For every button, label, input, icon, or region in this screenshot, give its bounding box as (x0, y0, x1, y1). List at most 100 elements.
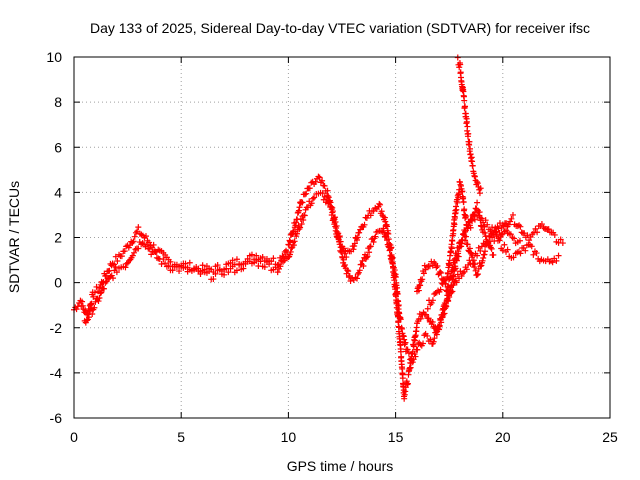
x-tick-label: 5 (177, 429, 185, 445)
data-point (389, 254, 396, 261)
data-point (438, 269, 445, 276)
data-point (350, 246, 357, 253)
data-point (474, 180, 481, 187)
data-point (532, 225, 539, 232)
data-point (199, 262, 206, 269)
series-track-d (424, 178, 497, 312)
data-point (383, 234, 390, 241)
data-point (248, 251, 255, 258)
data-point (169, 267, 176, 274)
data-point (272, 264, 279, 271)
data-point (356, 267, 363, 274)
data-point (73, 306, 80, 313)
data-point (415, 287, 422, 294)
data-point (430, 338, 437, 345)
data-point (469, 162, 476, 169)
data-point (469, 254, 476, 261)
data-point (363, 254, 370, 261)
data-point (443, 287, 450, 294)
data-point (424, 332, 431, 339)
data-point (344, 267, 351, 274)
data-point (326, 199, 333, 206)
data-point (455, 248, 462, 255)
data-point (466, 138, 473, 145)
data-point (510, 254, 517, 261)
x-tick-label: 0 (70, 429, 78, 445)
data-point (153, 254, 160, 261)
data-point (462, 213, 469, 220)
data-point (340, 245, 347, 252)
data-point (299, 199, 306, 206)
data-point (384, 223, 391, 230)
data-point (454, 199, 461, 206)
data-point (499, 247, 506, 254)
data-point (528, 243, 535, 250)
data-point (214, 262, 221, 269)
data-point (450, 282, 457, 289)
data-point (103, 272, 110, 279)
data-point (384, 237, 391, 244)
data-point (95, 298, 102, 305)
data-point (530, 251, 537, 258)
data-point (259, 253, 266, 260)
data-point (233, 267, 240, 274)
data-point (328, 204, 335, 211)
data-point (524, 232, 531, 239)
data-point (517, 223, 524, 230)
data-point (89, 311, 96, 318)
axis-ticks: 0 5 10 15 20 25 -6 -4 -2 0 2 4 6 8 10 (46, 49, 618, 445)
data-point (505, 221, 512, 228)
data-point (469, 217, 476, 224)
data-point (459, 188, 466, 195)
data-point (236, 261, 243, 268)
data-point (142, 233, 149, 240)
data-point (366, 249, 373, 256)
data-point (442, 280, 449, 287)
y-tick-label: -4 (50, 365, 63, 381)
data-point (476, 209, 483, 216)
data-point (370, 238, 377, 245)
data-point (444, 288, 451, 295)
data-point (376, 200, 383, 207)
data-point (454, 271, 461, 278)
data-point (522, 247, 529, 254)
data-point (419, 276, 426, 283)
data-point (481, 251, 488, 258)
data-point (113, 269, 120, 276)
data-point (324, 187, 331, 194)
data-point (420, 340, 427, 347)
data-point (336, 241, 343, 248)
data-point (319, 177, 326, 184)
data-point (474, 252, 481, 259)
data-point (533, 250, 540, 257)
data-point (206, 268, 213, 275)
data-point (412, 353, 419, 360)
data-point (516, 237, 523, 244)
data-point (549, 259, 556, 266)
data-point (466, 245, 473, 252)
data-point (442, 302, 449, 309)
data-point (449, 237, 456, 244)
data-point (461, 206, 468, 213)
data-point (484, 221, 491, 228)
data-point (283, 247, 290, 254)
data-point (274, 269, 281, 276)
data-point (476, 190, 483, 197)
data-point (501, 241, 508, 248)
data-point (427, 336, 434, 343)
data-point (122, 264, 129, 271)
data-point (152, 248, 159, 255)
data-point (498, 231, 505, 238)
data-point (380, 225, 387, 232)
data-point (360, 263, 367, 270)
data-point (448, 245, 455, 252)
data-point (261, 264, 268, 271)
series-track-e (454, 54, 484, 197)
data-point (477, 263, 484, 270)
data-point (404, 346, 411, 353)
data-point (323, 196, 330, 203)
data-point (456, 64, 463, 71)
data-point (417, 282, 424, 289)
y-tick-label: 0 (54, 275, 62, 291)
data-point (437, 268, 444, 275)
